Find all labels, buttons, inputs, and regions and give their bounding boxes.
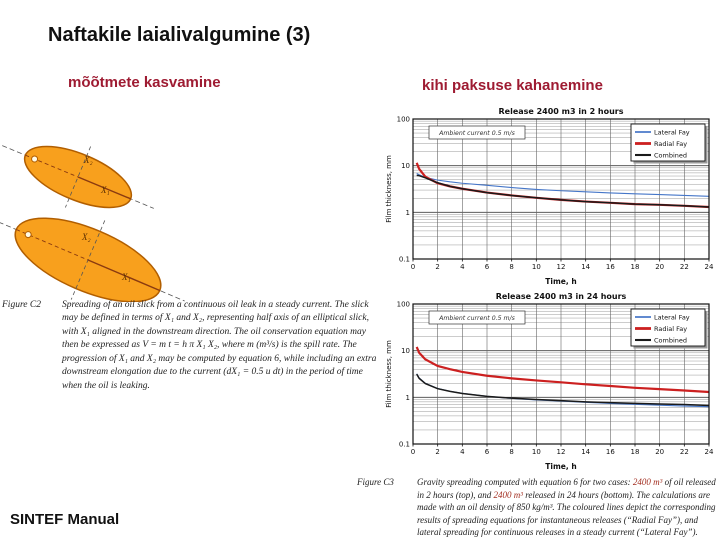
svg-text:0.1: 0.1: [399, 256, 410, 264]
heading-dimensions-growth: mõõtmete kasvamine: [68, 74, 221, 91]
svg-text:Combined: Combined: [654, 152, 687, 160]
svg-text:100: 100: [397, 116, 410, 124]
svg-text:6: 6: [485, 448, 490, 456]
svg-text:2: 2: [435, 263, 439, 271]
x1-axis-label: X₁: [100, 185, 110, 195]
svg-text:18: 18: [631, 263, 640, 271]
svg-text:24: 24: [705, 448, 714, 456]
figure-c2-text: Spreading of an oil slick from a continu…: [62, 300, 377, 391]
caption-segment: released in 24 hours (bottom). The calcu…: [417, 489, 716, 538]
svg-text:24: 24: [705, 263, 714, 271]
svg-text:12: 12: [557, 263, 566, 271]
film-thickness-chart-2h: 100 10 1 0.1 0 2 4 6 8 10 12 14 16 18 20 22 24 Release 24…: [383, 105, 717, 287]
caption-segment: Gravity spreading computed with equation…: [417, 477, 633, 487]
page-title: Naftakile laialivalgumine (3): [48, 24, 311, 46]
svg-text:10: 10: [401, 162, 410, 170]
svg-text:100: 100: [397, 301, 410, 309]
svg-text:6: 6: [485, 263, 490, 271]
leak-source-dot: [31, 155, 39, 163]
film-thickness-chart-24h: 100 10 1 0.1 0 2 4 6 8 10 12 14 16 18 20 22 24 Release 24…: [383, 290, 717, 472]
heading-thickness-decrease: kihi paksuse kahanemine: [422, 77, 603, 94]
svg-text:4: 4: [460, 448, 465, 456]
svg-text:2: 2: [435, 448, 439, 456]
svg-text:Lateral Fay: Lateral Fay: [654, 129, 690, 137]
svg-text:Film thickness, mm: Film thickness, mm: [385, 155, 393, 223]
svg-text:16: 16: [606, 263, 615, 271]
svg-text:8: 8: [509, 263, 513, 271]
svg-text:14: 14: [581, 263, 590, 271]
svg-text:20: 20: [655, 263, 664, 271]
svg-text:14: 14: [581, 448, 590, 456]
svg-text:Release 2400 m3 in 24 hours: Release 2400 m3 in 24 hours: [496, 292, 627, 301]
svg-text:Release 2400 m3 in 2 hours: Release 2400 m3 in 2 hours: [498, 107, 623, 116]
svg-text:Time, h: Time, h: [545, 462, 576, 471]
x1-axis-label: X₁: [121, 272, 131, 282]
svg-text:10: 10: [401, 347, 410, 355]
caption-segment-red: 2400 m³: [632, 477, 663, 487]
svg-text:22: 22: [680, 448, 689, 456]
caption-segment-red: 2400 m³: [493, 489, 523, 500]
svg-text:20: 20: [655, 448, 664, 456]
svg-text:10: 10: [532, 263, 541, 271]
footer-sintef-manual: SINTEF Manual: [10, 511, 120, 528]
svg-text:4: 4: [460, 263, 465, 271]
x1-half-axis-line: [77, 176, 131, 200]
svg-text:Time, h: Time, h: [545, 277, 576, 286]
svg-text:18: 18: [631, 448, 640, 456]
svg-text:Ambient current 0.5 m/s: Ambient current 0.5 m/s: [438, 129, 515, 137]
figure-c3-text: Gravity spreading computed with equation…: [417, 476, 717, 539]
x2-axis-label: X₂: [81, 232, 91, 242]
svg-text:Radial Fay: Radial Fay: [654, 140, 687, 148]
svg-text:Film thickness, mm: Film thickness, mm: [385, 340, 393, 408]
x1-half-axis-line: [87, 259, 161, 292]
svg-text:12: 12: [557, 448, 566, 456]
svg-text:0: 0: [411, 448, 415, 456]
figure-c3-label: Figure C3: [357, 477, 394, 487]
figure-c3-caption: Figure C3 Gravity spreading computed wit…: [357, 476, 717, 539]
svg-text:16: 16: [606, 448, 615, 456]
svg-text:Combined: Combined: [654, 337, 687, 345]
svg-text:22: 22: [680, 263, 689, 271]
figure-c2-caption: Figure C2 Spreading of an oil slick from…: [2, 299, 378, 393]
svg-text:Radial Fay: Radial Fay: [654, 325, 687, 333]
oil-slick-ellipse-large: [14, 217, 162, 302]
caption-segment: of oil released in 2 hours (top), and: [417, 477, 716, 500]
svg-text:0.1: 0.1: [399, 441, 410, 449]
svg-text:10: 10: [532, 448, 541, 456]
svg-text:0: 0: [411, 263, 415, 271]
svg-text:8: 8: [509, 448, 513, 456]
svg-text:1: 1: [406, 209, 410, 217]
svg-text:Lateral Fay: Lateral Fay: [654, 314, 690, 322]
svg-text:1: 1: [406, 394, 410, 402]
oil-slick-ellipses-figure: X₂ X₁ X₂ X₁: [0, 145, 185, 302]
figure-c2-label: Figure C2: [2, 300, 41, 310]
leak-source-dot: [24, 231, 32, 239]
svg-text:Ambient current 0.5 m/s: Ambient current 0.5 m/s: [438, 314, 515, 322]
x2-axis-label: X₂: [83, 155, 93, 165]
